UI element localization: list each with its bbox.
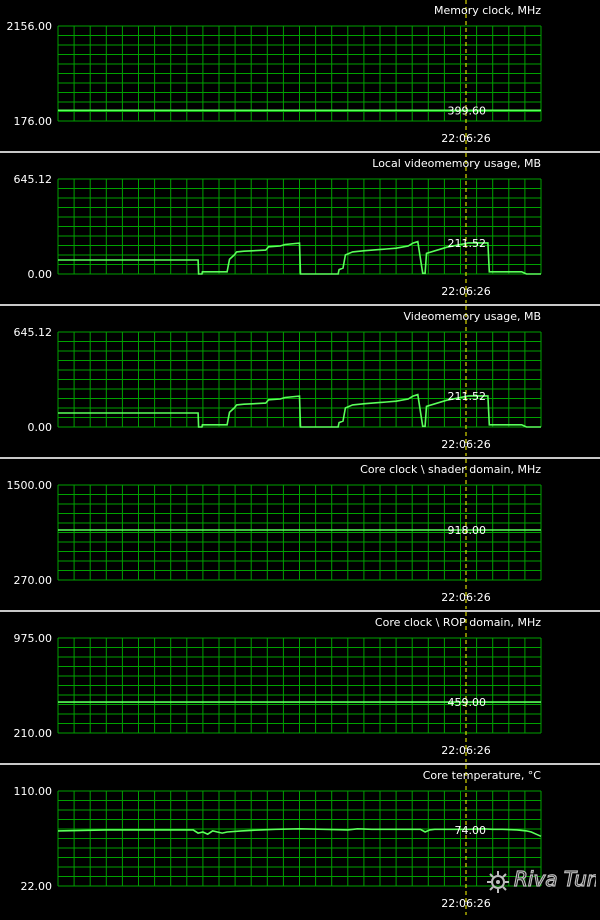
chart-plot: Core temperature, °C 110.00 22.00 74.00 22:0…: [14, 765, 542, 915]
watermark-gear-icon: [487, 871, 509, 893]
watermark-text: Riva Tuner: [514, 867, 596, 891]
series-line: [58, 393, 541, 428]
panel-separator: [0, 304, 600, 306]
monitor-panel: Core clock \ ROP domain, MHz 975.00 210.00…: [0, 612, 600, 762]
y-axis-min-label: 176.00: [14, 115, 53, 128]
current-value-label: 211.52: [448, 237, 487, 250]
y-axis-max-label: 2156.00: [7, 20, 53, 33]
chart-title: Memory clock, MHz: [434, 4, 541, 17]
watermark-logo: Riva Tuner: [484, 858, 600, 916]
panel-separator: [0, 457, 600, 459]
panel-separator: [0, 610, 600, 612]
chart-grid: [57, 25, 542, 122]
current-value-label: 399.60: [448, 104, 487, 117]
chart-title: Core clock \ shader domain, MHz: [360, 463, 541, 476]
y-axis-min-label: 0.00: [28, 268, 53, 281]
current-value-label: 211.52: [448, 390, 487, 403]
monitor-panel: Core clock \ shader domain, MHz 1500.00 27…: [0, 459, 600, 609]
chart-grid: [57, 790, 542, 887]
chart-plot: Videomemory usage, MB 645.12 0.00 211.52 22:…: [14, 306, 542, 456]
chart-title: Core clock \ ROP domain, MHz: [375, 616, 541, 629]
chart-title: Core temperature, °C: [423, 769, 542, 782]
chart-plot: Memory clock, MHz 2156.00 176.00 399.60 22:0…: [7, 0, 542, 150]
panel-separator: [0, 763, 600, 765]
y-axis-max-label: 645.12: [14, 326, 53, 339]
y-axis-max-label: 645.12: [14, 173, 53, 186]
current-value-label: 74.00: [455, 824, 487, 837]
y-axis-max-label: 975.00: [14, 632, 53, 645]
chart-plot: Core clock \ ROP domain, MHz 975.00 210.00…: [14, 612, 542, 762]
chart-grid: [57, 484, 542, 581]
monitor-panel: Local videomemory usage, MB 645.12 0.00 211…: [0, 153, 600, 303]
time-label: 22:06:26: [441, 132, 490, 145]
current-value-label: 918.00: [448, 524, 487, 537]
chart-grid: [57, 637, 542, 734]
time-label: 22:06:26: [441, 438, 490, 451]
chart-plot: Local videomemory usage, MB 645.12 0.00 211…: [14, 153, 542, 303]
series-line: [57, 827, 542, 838]
time-label: 22:06:26: [441, 744, 490, 757]
chart-title: Local videomemory usage, MB: [372, 157, 541, 170]
chart-plot: Core clock \ shader domain, MHz 1500.00 27…: [7, 459, 542, 609]
time-label: 22:06:26: [441, 591, 490, 604]
current-value-label: 459.00: [448, 696, 487, 709]
y-axis-min-label: 0.00: [28, 421, 53, 434]
time-label: 22:06:26: [441, 897, 490, 910]
monitor-panel: Videomemory usage, MB 645.12 0.00 211.52 22:…: [0, 306, 600, 456]
time-label: 22:06:26: [441, 285, 490, 298]
chart-title: Videomemory usage, MB: [404, 310, 542, 323]
monitor-panel: Memory clock, MHz 2156.00 176.00 399.60 22:0…: [0, 0, 600, 150]
monitor-panel: Core temperature, °C 110.00 22.00 74.00 22:0…: [0, 765, 600, 915]
chart-grid: [57, 178, 542, 275]
y-axis-min-label: 22.00: [21, 880, 53, 893]
y-axis-max-label: 110.00: [14, 785, 53, 798]
y-axis-min-label: 210.00: [14, 727, 53, 740]
series-line: [58, 240, 541, 275]
panel-separator: [0, 151, 600, 153]
y-axis-min-label: 270.00: [14, 574, 53, 587]
y-axis-max-label: 1500.00: [7, 479, 53, 492]
